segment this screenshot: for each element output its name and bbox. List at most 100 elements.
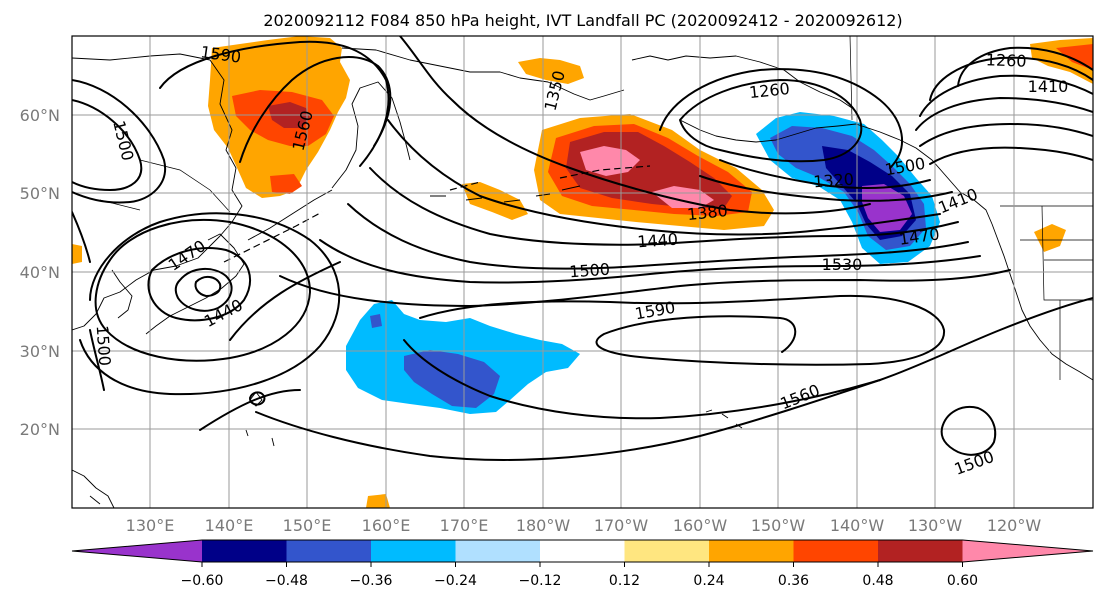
state-borders (1020, 239, 1093, 380)
contour-1290-alaska (659, 68, 904, 169)
contour-label: 1260 (986, 50, 1027, 70)
contour-label: 1260 (748, 79, 790, 102)
coast-alaska (631, 55, 853, 109)
contour-1560-north (239, 56, 392, 163)
colorbar: −0.60 −0.48 −0.36 −0.24 −0.12 0.12 0.24 … (71, 539, 1094, 589)
colorbar-segment (624, 540, 709, 562)
contour-1260-alaska (679, 79, 863, 163)
latitude-labels: 60°N 50°N 40°N 30°N 20°N (20, 106, 60, 439)
contour-1320-gulf (719, 159, 931, 189)
contour-label: 1440 (637, 230, 679, 252)
contour-1500-low-outer (94, 218, 311, 362)
colorbar-tick-label: −0.48 (265, 573, 308, 589)
positive-anomaly-pnw (1034, 224, 1066, 252)
colorbar-ticks (201, 562, 963, 567)
colorbar-segment (540, 540, 625, 562)
colorbar-tick-label: −0.24 (434, 573, 477, 589)
height-contours (72, 36, 1093, 461)
contour-1530-low-outer (79, 212, 341, 396)
positive-anomaly-north-pacific-peak (580, 146, 640, 176)
contour-1530-north-pacific (279, 269, 1011, 307)
lon-label: 170°W (594, 516, 649, 535)
colorbar-segment (286, 540, 371, 562)
contour-1410-north-pacific (387, 119, 941, 236)
contour-1470-north-pacific (347, 203, 969, 270)
lat-label: 60°N (20, 106, 60, 125)
positive-anomaly-japan-small (72, 244, 82, 264)
coast-bc (855, 123, 993, 225)
contour-1560-far-west (72, 211, 105, 391)
colorbar-tick-label: −0.60 (181, 573, 224, 589)
colorbar-segment (878, 540, 963, 562)
contour-label: 1530 (822, 255, 863, 274)
lon-label: 170°E (440, 516, 489, 535)
contour-1440-north-pacific (369, 167, 959, 246)
contour-1380-north-pacific (399, 36, 871, 215)
colorbar-segment (371, 540, 456, 562)
colorbar-segment (793, 540, 878, 562)
coast-korea (111, 269, 133, 319)
contour-1560-subtropical (199, 261, 1093, 461)
contour-1410-bc (929, 146, 1093, 165)
lon-label: 150°W (751, 516, 806, 535)
positive-anomaly-south-small (366, 494, 390, 508)
contour-1500-tiny-island (249, 391, 266, 406)
map-frame (71, 35, 1094, 509)
colorbar-extend-min (72, 540, 202, 562)
lat-label: 30°N (20, 342, 60, 361)
map-title: 2020092112 F084 850 hPa height, IVT Land… (263, 11, 902, 30)
contour-label: 1410 (1028, 77, 1069, 96)
contour-1500-north (72, 79, 167, 204)
coast-kamchatka (331, 81, 411, 189)
longitude-labels: 130°E 140°E 150°E 160°E 170°E 180°W 170°… (126, 516, 1042, 535)
lat-label: 20°N (20, 420, 60, 439)
lon-label: 140°E (205, 516, 254, 535)
contour-1290-bc (929, 56, 1093, 101)
contour-label: 1320 (813, 170, 855, 192)
lon-label: 150°E (283, 516, 332, 535)
contour-1470-low (147, 247, 251, 322)
contour-label: 1500 (569, 260, 611, 282)
contour-1320-bc (919, 74, 1093, 117)
lon-label: 130°W (908, 516, 963, 535)
contour-high-lat-1 (72, 99, 143, 191)
colorbar-tick-label: 0.48 (862, 573, 893, 589)
contour-1440-low (174, 268, 233, 312)
negative-anomaly-subtropical-spot (370, 314, 382, 328)
colorbar-tick-label: 0.60 (947, 573, 978, 589)
colorbar-tick-label: 0.12 (609, 573, 640, 589)
colorbar-segment (202, 540, 287, 562)
coast-philippines (72, 469, 115, 508)
lat-label: 50°N (20, 184, 60, 203)
colorbar-tick-label: −0.12 (519, 573, 562, 589)
coast-alaska-peninsula (679, 119, 857, 143)
colorbar-tick-label: 0.24 (693, 573, 724, 589)
positive-anomaly-bering-small (518, 58, 584, 84)
colorbar-segment (709, 540, 794, 562)
lat-label: 40°N (20, 263, 60, 282)
contour-1260-bc (957, 46, 1093, 87)
coast-pnw (991, 223, 1093, 381)
map-area: 1590 1560 1500 1350 1260 1260 1380 1440 … (72, 36, 1093, 508)
coast-aleutians (430, 185, 581, 203)
positive-anomaly-siberia-core3 (270, 174, 302, 194)
colorbar-tick-label: −0.36 (350, 573, 393, 589)
lon-label: 160°E (362, 516, 411, 535)
contour-1350-gulf (699, 175, 953, 202)
lon-label: 130°E (126, 516, 175, 535)
lon-label: 180°W (516, 516, 571, 535)
contour-label: 1500 (93, 325, 115, 367)
contour-1590-subtropical (419, 294, 946, 366)
lon-label: 120°W (987, 516, 1042, 535)
lon-label: 160°W (673, 516, 728, 535)
colorbar-tick-label: 0.36 (778, 573, 809, 589)
contour-1500-north-pacific (319, 239, 981, 284)
contour-1590-subtropical-b (403, 339, 881, 420)
contour-1350-bc (915, 97, 1093, 131)
coast-siberia-north (341, 47, 625, 101)
colorbar-segment (455, 540, 540, 562)
contour-1590-north (159, 40, 390, 167)
colorbar-extend-max (962, 540, 1093, 562)
positive-anomaly-north-pacific-peak2 (652, 186, 714, 208)
